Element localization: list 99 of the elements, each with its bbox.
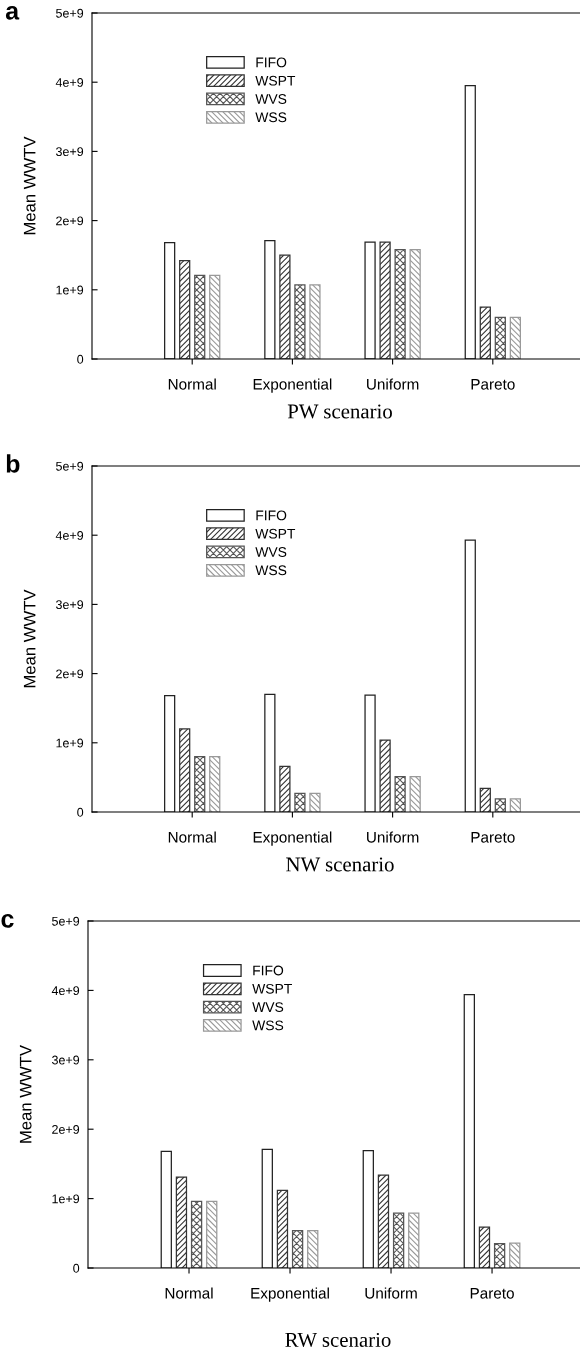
bar bbox=[209, 274, 221, 359]
chart-title: c bbox=[1, 914, 14, 928]
bar bbox=[409, 249, 421, 359]
legend-label: WVS bbox=[252, 1002, 284, 1013]
bar bbox=[464, 85, 476, 359]
bar bbox=[493, 1243, 506, 1268]
legend-label: WSS bbox=[255, 565, 287, 576]
bar bbox=[276, 1189, 289, 1268]
x-tick-label: Uniform bbox=[367, 378, 419, 390]
bar bbox=[379, 241, 391, 359]
bar bbox=[479, 306, 491, 359]
x-tick-label: Uniform bbox=[367, 831, 419, 843]
bar bbox=[509, 316, 521, 359]
y-tick-label: 2e+9 bbox=[52, 1125, 80, 1134]
y-tick-label: 5e+9 bbox=[56, 8, 84, 18]
legend-label: WSPT bbox=[255, 528, 296, 539]
legend-label: FIFO bbox=[256, 57, 287, 68]
legend-label: WVS bbox=[255, 94, 287, 104]
legend-label: WSPT bbox=[252, 983, 292, 994]
bar bbox=[264, 240, 276, 359]
legend-label: WSPT bbox=[255, 75, 296, 86]
bar bbox=[294, 284, 306, 359]
bar bbox=[309, 792, 321, 812]
legend-label: FIFO bbox=[256, 510, 287, 521]
y-tick-label: 3e+9 bbox=[51, 1055, 80, 1065]
bar bbox=[279, 765, 291, 812]
y-tick-label: 2e+9 bbox=[56, 669, 84, 679]
x-axis-title: PW scenario bbox=[287, 404, 392, 419]
x-tick-label: Pareto bbox=[471, 832, 515, 843]
bar bbox=[264, 693, 276, 812]
bar bbox=[509, 798, 521, 812]
legend-label: WSS bbox=[252, 1020, 284, 1031]
bar bbox=[364, 241, 376, 359]
bar bbox=[179, 728, 191, 812]
bar bbox=[377, 1174, 390, 1268]
bar bbox=[206, 1200, 218, 1268]
bar bbox=[294, 792, 306, 812]
x-tick-label: Normal bbox=[168, 378, 216, 390]
bar bbox=[194, 274, 206, 359]
bar bbox=[309, 284, 321, 359]
bar bbox=[261, 1148, 273, 1268]
x-axis-title: RW scenario bbox=[285, 1332, 391, 1348]
bar bbox=[394, 249, 406, 359]
bar bbox=[408, 1212, 420, 1268]
y-tick-label: 0 bbox=[73, 1263, 80, 1273]
y-tick-label: 3e+9 bbox=[55, 147, 84, 157]
bar bbox=[509, 1242, 521, 1268]
y-axis-title: Mean WWTV bbox=[23, 589, 36, 688]
bar bbox=[479, 787, 491, 812]
bar bbox=[362, 1150, 374, 1268]
y-axis-title: Mean WWTV bbox=[19, 1045, 32, 1143]
y-tick-label: 4e+9 bbox=[51, 986, 80, 996]
bar bbox=[464, 539, 476, 812]
bar bbox=[364, 694, 376, 812]
y-axis-title: Mean WWTV bbox=[23, 136, 36, 235]
bar bbox=[409, 776, 421, 812]
y-tick-label: 1e+9 bbox=[52, 1194, 80, 1204]
bar bbox=[392, 1212, 405, 1268]
bar bbox=[179, 260, 191, 359]
y-tick-label: 0 bbox=[77, 807, 84, 817]
bar bbox=[279, 254, 291, 359]
x-tick-label: Exponential bbox=[253, 831, 332, 846]
legend-label: FIFO bbox=[253, 965, 284, 976]
y-tick-label: 3e+9 bbox=[55, 600, 84, 610]
bar bbox=[394, 776, 406, 812]
legend-label: WVS bbox=[255, 547, 287, 557]
bar bbox=[194, 756, 206, 812]
y-tick-label: 2e+9 bbox=[56, 216, 84, 226]
bar bbox=[190, 1200, 203, 1268]
y-tick-label: 4e+9 bbox=[55, 78, 84, 87]
bar bbox=[379, 739, 391, 812]
bar bbox=[175, 1176, 188, 1268]
y-tick-label: 1e+9 bbox=[56, 285, 84, 295]
x-tick-label: Pareto bbox=[471, 379, 515, 390]
bar bbox=[463, 993, 475, 1268]
bar bbox=[494, 316, 506, 359]
bar bbox=[160, 1150, 172, 1268]
bar bbox=[478, 1226, 491, 1268]
legend-label: WSS bbox=[255, 112, 287, 123]
bar bbox=[209, 756, 221, 812]
y-tick-label: 4e+9 bbox=[55, 531, 84, 540]
y-tick-label: 0 bbox=[77, 354, 84, 364]
bar bbox=[164, 242, 176, 359]
x-tick-label: Uniform bbox=[365, 1287, 417, 1299]
x-tick-label: Normal bbox=[165, 1287, 213, 1299]
bar bbox=[494, 798, 506, 812]
chart-title: b bbox=[6, 454, 20, 473]
y-tick-label: 5e+9 bbox=[52, 916, 80, 926]
x-tick-label: Exponential bbox=[251, 1287, 329, 1302]
chart-title: a bbox=[5, 6, 20, 20]
bar bbox=[164, 695, 176, 812]
y-tick-label: 5e+9 bbox=[56, 461, 84, 471]
bar bbox=[307, 1229, 319, 1268]
bar bbox=[291, 1229, 304, 1268]
x-axis-title: NW scenario bbox=[286, 857, 394, 872]
x-tick-label: Exponential bbox=[253, 378, 332, 393]
y-tick-label: 1e+9 bbox=[56, 738, 84, 748]
x-tick-label: Pareto bbox=[470, 1288, 514, 1299]
x-tick-label: Normal bbox=[168, 831, 216, 843]
